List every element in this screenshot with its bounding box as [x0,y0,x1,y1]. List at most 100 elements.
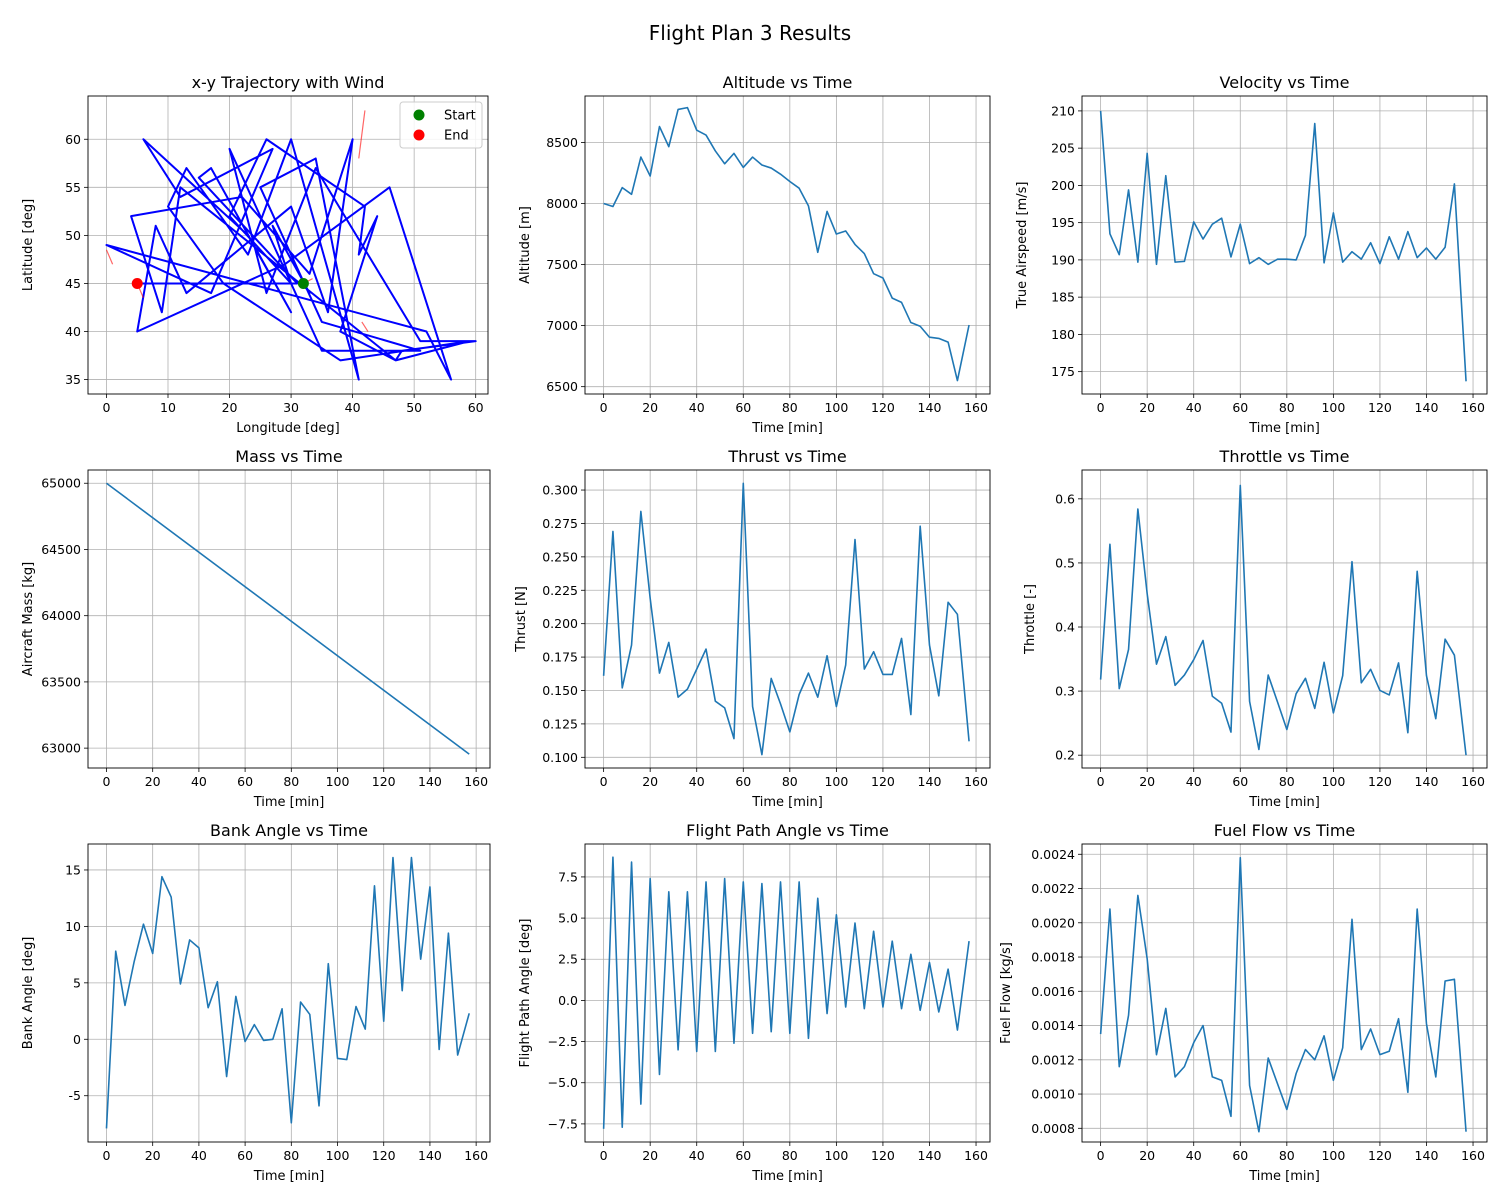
x-tick-label: 100 [824,774,848,789]
plot-area [602,482,970,756]
y-tick-label: 175 [1051,364,1075,379]
y-tick-label: 0.0010 [1031,1087,1075,1102]
x-axis-label: Time [min] [1248,795,1320,810]
axes-frame [1081,95,1488,395]
series-line [1099,484,1467,756]
y-tick-label: 180 [1051,327,1075,342]
x-tick-label: 20 [1139,400,1155,415]
x-tick-label: 60 [735,1148,751,1163]
x-tick-label: 60 [735,774,751,789]
x-tick-label: 20 [1139,774,1155,789]
x-tick-label: 20 [145,1148,161,1163]
x-tick-label: 160 [464,774,488,789]
x-tick-label: 0 [102,400,110,415]
y-tick-label: 0.0024 [1031,847,1075,862]
y-tick-label: −2.5 [548,1034,578,1049]
x-tick-label: 60 [1232,1148,1248,1163]
x-tick-label: 0 [600,1148,608,1163]
trajectory-line [105,138,477,381]
y-tick-label: 200 [1051,178,1075,193]
y-tick-label: 190 [1051,252,1075,267]
chart-title: Altitude vs Time [723,73,853,92]
y-tick-label: 5.0 [558,911,578,926]
x-tick-label: 60 [468,400,484,415]
y-tick-label: 7000 [546,318,578,333]
series-line [603,106,970,382]
x-tick-label: 80 [782,400,798,415]
x-tick-label: 50 [406,400,422,415]
x-tick-label: 30 [283,400,299,415]
x-tick-label: 160 [1461,1148,1485,1163]
y-tick-label: 0.5 [1055,555,1075,570]
x-tick-label: 20 [222,400,238,415]
y-tick-label: 0.100 [542,750,578,765]
x-tick-label: 120 [871,774,895,789]
x-tick-label: 60 [735,400,751,415]
y-tick-label: 0.275 [542,516,578,531]
x-tick-label: 60 [237,1148,253,1163]
x-tick-label: 100 [824,400,848,415]
y-tick-label: 0.0022 [1031,881,1075,896]
x-axis-label: Time [min] [1248,421,1320,436]
series-line [106,482,470,755]
y-axis-label: Latitude [deg] [21,199,36,291]
plot-area [1099,484,1467,756]
x-tick-label: 160 [1461,400,1485,415]
x-axis-label: Longitude [deg] [236,421,339,436]
chart-title: x-y Trajectory with Wind [192,73,385,92]
y-tick-label: 8000 [546,196,578,211]
x-tick-label: 0 [1097,400,1105,415]
wind-vector [361,321,369,332]
y-tick-label: 65000 [41,476,81,491]
x-tick-label: 80 [782,774,798,789]
plot-area [105,856,470,1129]
x-tick-label: 120 [1368,1148,1392,1163]
x-axis-label: Time [min] [751,795,823,810]
y-tick-label: -5 [69,1088,81,1103]
x-axis-label: Time [min] [1248,1169,1320,1184]
x-tick-label: 10 [160,400,176,415]
x-tick-label: 0 [103,1148,111,1163]
chart-title: Throttle vs Time [1219,447,1350,466]
x-tick-label: 20 [642,774,658,789]
y-tick-label: 63000 [41,741,81,756]
x-tick-label: 20 [642,400,658,415]
x-tick-label: 80 [1279,400,1295,415]
plot-area [602,856,970,1129]
series-line [1099,856,1467,1133]
y-tick-label: −5.0 [548,1075,578,1090]
y-tick-label: 0.3 [1055,684,1075,699]
axes-frame [1081,469,1488,769]
chart-title: Bank Angle vs Time [210,821,368,840]
x-tick-label: 160 [964,400,988,415]
axes-frame [1081,843,1488,1143]
x-tick-label: 120 [871,1148,895,1163]
y-tick-label: 0.6 [1055,491,1075,506]
x-tick-label: 80 [1279,1148,1295,1163]
y-tick-label: −7.5 [548,1116,578,1131]
x-tick-label: 160 [1461,774,1485,789]
y-tick-label: 35 [65,372,81,387]
y-tick-label: 0.200 [542,616,578,631]
x-tick-label: 0 [1097,774,1105,789]
legend-label: Start [444,109,476,124]
x-tick-label: 40 [689,1148,705,1163]
x-tick-label: 40 [191,774,207,789]
y-tick-label: 8500 [546,135,578,150]
chart-title: Velocity vs Time [1220,73,1350,92]
axes-frame [584,843,991,1143]
axes-frame [584,469,991,769]
x-tick-label: 40 [689,774,705,789]
x-tick-label: 100 [326,1148,350,1163]
y-axis-label: Throttle [-] [1023,584,1038,655]
y-tick-label: 0.175 [542,650,578,665]
y-tick-label: 205 [1051,141,1075,156]
x-tick-label: 140 [418,774,442,789]
start-point [297,277,309,289]
x-tick-label: 160 [464,1148,488,1163]
x-tick-label: 140 [918,400,942,415]
chart-mass: 0 20 40 60 80 100 120 140 160 63000 63500 64000 6450… [21,447,491,810]
x-axis-label: Time [min] [751,421,823,436]
x-tick-label: 0 [1097,1148,1105,1163]
x-tick-label: 160 [964,774,988,789]
